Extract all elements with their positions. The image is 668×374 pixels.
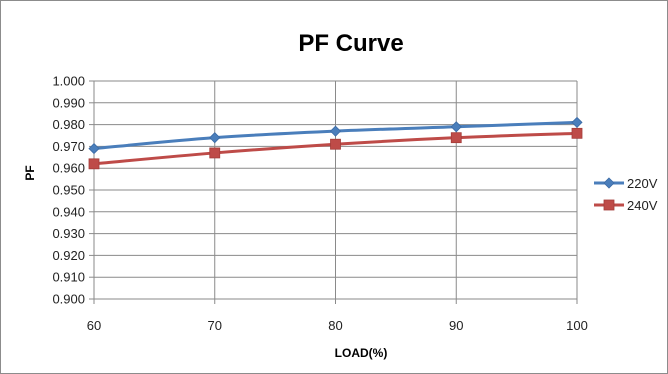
data-point-square xyxy=(330,138,341,150)
y-tick-label: 0.960 xyxy=(52,161,85,176)
y-tick-label: 0.910 xyxy=(52,270,85,285)
y-tick-label: 0.970 xyxy=(52,139,85,154)
data-point-square xyxy=(209,147,221,159)
legend-label: 220V xyxy=(627,176,658,191)
x-tick-label: 90 xyxy=(449,318,463,333)
x-tick-label: 70 xyxy=(208,318,222,333)
data-point-diamond xyxy=(329,125,342,137)
chart-title: PF Curve xyxy=(298,30,403,57)
y-tick-labels: 0.900 0.910 0.920 0.930 0.940 0.950 0.960 0.970… xyxy=(52,74,85,307)
legend-entry: 240V xyxy=(594,198,658,213)
y-tick-label: 0.980 xyxy=(52,117,85,132)
legend-entry: 220V xyxy=(594,176,658,191)
grid-lines xyxy=(89,80,578,304)
data-point-square xyxy=(450,132,462,144)
y-tick-label: 0.990 xyxy=(52,95,85,110)
y-tick-label: 0.920 xyxy=(52,248,85,263)
x-tick-label: 100 xyxy=(566,318,588,333)
x-axis-label: LOAD(%) xyxy=(335,346,388,360)
x-tick-labels: 60 70 80 90 100 xyxy=(87,318,588,333)
data-point-diamond xyxy=(88,143,100,155)
x-tick-label: 60 xyxy=(87,318,101,333)
series-group xyxy=(88,116,583,170)
y-tick-label: 1.000 xyxy=(52,74,85,89)
axes xyxy=(93,81,577,300)
legend-label: 240V xyxy=(627,198,658,213)
data-point-square xyxy=(88,158,100,170)
legend-marker-square xyxy=(603,199,615,211)
y-tick-label: 0.900 xyxy=(52,292,85,307)
y-tick-label: 0.940 xyxy=(52,204,85,219)
series-240v xyxy=(88,127,583,170)
data-point-diamond xyxy=(450,121,462,133)
y-tick-label: 0.930 xyxy=(52,226,85,241)
data-point-diamond xyxy=(209,132,221,144)
legend-marker-diamond xyxy=(603,177,615,189)
data-point-diamond xyxy=(571,116,583,128)
series-220v xyxy=(88,116,583,155)
y-tick-label: 0.950 xyxy=(52,183,85,198)
x-tick-label: 80 xyxy=(328,318,342,333)
data-point-square xyxy=(571,127,583,139)
legend: 220V 240V xyxy=(594,176,658,213)
y-axis-label: PF xyxy=(23,165,37,180)
